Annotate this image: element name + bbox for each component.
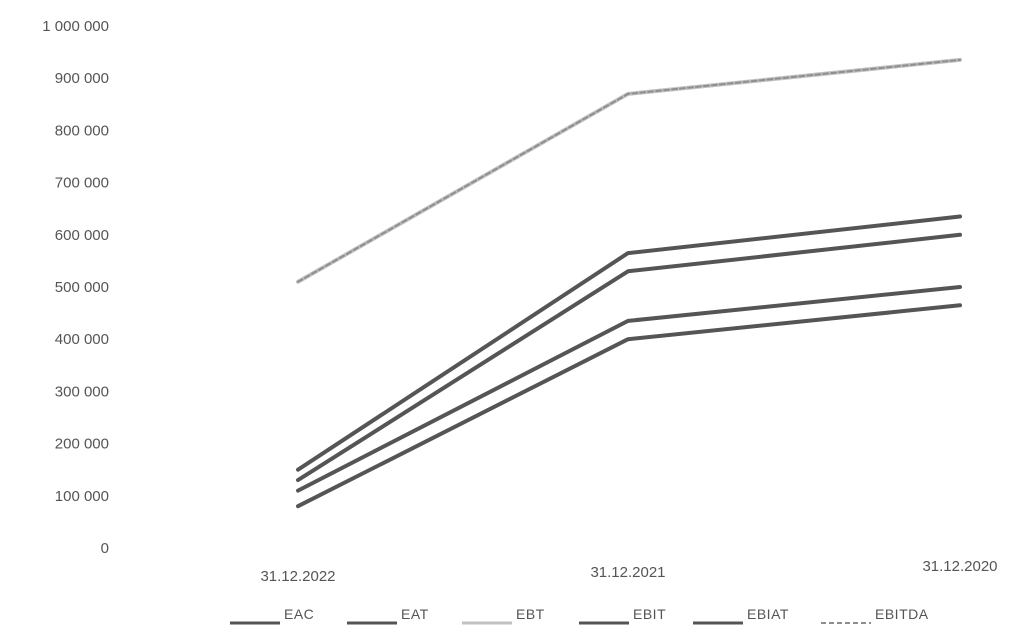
x-axis-ticks: 31.12.2022 31.12.2021 31.12.2020 (260, 558, 997, 585)
legend-label: EAT (401, 606, 429, 622)
legend: EAC EAT EBT EBIT EBIAT EBITDA (230, 606, 929, 625)
y-tick-label: 300 000 (55, 383, 109, 400)
x-tick-label: 31.12.2020 (922, 558, 997, 575)
y-axis-ticks: 0 100 000 200 000 300 000 400 000 500 000 600 … (42, 18, 109, 557)
y-tick-label: 1 000 000 (42, 18, 109, 35)
y-tick-label: 500 000 (55, 279, 109, 296)
y-tick-label: 100 000 (55, 488, 109, 505)
series-line-ebitda (297, 58, 961, 283)
y-tick-label: 900 000 (55, 70, 109, 87)
series-lines (296, 57, 962, 509)
legend-label: EAC (284, 606, 314, 622)
legend-item-eac: EAC (230, 606, 314, 625)
legend-label: EBITDA (875, 606, 929, 622)
x-tick-label: 31.12.2021 (590, 564, 665, 581)
x-tick-label: 31.12.2022 (260, 568, 335, 585)
series-line-ebiat (296, 232, 962, 483)
y-tick-label: 800 000 (55, 122, 109, 139)
y-tick-label: 600 000 (55, 227, 109, 244)
legend-item-ebit: EBIT (579, 606, 666, 625)
legend-item-ebt: EBT (462, 606, 545, 625)
y-tick-label: 400 000 (55, 331, 109, 348)
legend-label: EBT (516, 606, 545, 622)
series-line-ebit (296, 214, 962, 472)
y-tick-label: 200 000 (55, 436, 109, 453)
legend-item-ebitda: EBITDA (821, 606, 929, 624)
series-line-eat (296, 285, 962, 493)
y-tick-label: 0 (101, 540, 109, 557)
legend-label: EBIT (633, 606, 666, 622)
legend-label: EBIAT (747, 606, 789, 622)
legend-item-eat: EAT (347, 606, 429, 625)
legend-item-ebiat: EBIAT (693, 606, 789, 625)
y-tick-label: 700 000 (55, 175, 109, 192)
